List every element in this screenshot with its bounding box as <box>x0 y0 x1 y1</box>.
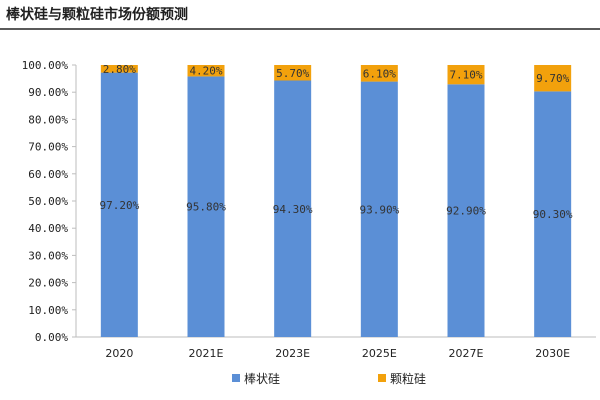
y-tick-label: 0.00% <box>35 331 68 344</box>
bar-segment-granular-silicon <box>187 65 225 77</box>
bar-segment-granular-silicon <box>100 65 138 73</box>
bar-segment-granular-silicon <box>360 65 398 82</box>
y-tick-label: 70.00% <box>28 141 68 154</box>
data-label: 9.70% <box>536 72 569 85</box>
data-label: 92.90% <box>446 205 486 218</box>
bar-segment-granular-silicon <box>274 65 312 81</box>
legend-swatch <box>232 374 240 382</box>
data-label: 93.90% <box>359 203 399 216</box>
y-tick-label: 90.00% <box>28 86 68 99</box>
legend: 棒状硅 颗粒硅 <box>232 371 426 386</box>
axis-layer: 0.00% 10.00% 20.00% 30.00% 40.00% 50.00% 60.00… <box>22 59 596 360</box>
x-tick-label: 2025E <box>362 347 397 360</box>
data-label: 7.10% <box>449 69 482 82</box>
y-tick-label: 20.00% <box>28 277 68 290</box>
x-tick-label: 2020 <box>105 347 133 360</box>
y-tick-label: 50.00% <box>28 195 68 208</box>
bar-segment-rod-silicon <box>100 72 138 337</box>
title-divider <box>0 28 600 30</box>
x-tick-label: 2021E <box>189 347 224 360</box>
data-label: 6.10% <box>363 67 396 80</box>
data-label: 4.20% <box>189 65 222 78</box>
chart-title: 棒状硅与颗粒硅市场份额预测 <box>6 7 188 23</box>
legend-label: 颗粒硅 <box>390 371 426 386</box>
data-label: 97.20% <box>99 199 139 212</box>
data-labels-layer: 97.20% 2.80% 95.80% 4.20% 94.30% 5.70% 93.90% 6… <box>99 63 572 221</box>
y-tick-label: 10.00% <box>28 304 68 317</box>
bar-segment-rod-silicon <box>534 91 572 337</box>
x-tick-label: 2027E <box>449 347 484 360</box>
data-label: 5.70% <box>276 67 309 80</box>
bar-segment-rod-silicon <box>187 76 225 337</box>
data-label: 94.30% <box>273 203 313 216</box>
data-label: 90.30% <box>533 208 573 221</box>
legend-swatch <box>378 374 386 382</box>
y-tick-label: 80.00% <box>28 113 68 126</box>
x-tick-label: 2030E <box>535 347 570 360</box>
data-label: 2.80% <box>103 63 136 76</box>
bar-segment-granular-silicon <box>534 65 572 92</box>
y-tick-label: 40.00% <box>28 222 68 235</box>
bars-layer <box>100 65 572 337</box>
y-tick-label: 100.00% <box>22 59 69 72</box>
y-tick-label: 30.00% <box>28 249 68 262</box>
bar-segment-rod-silicon <box>274 80 312 337</box>
data-label: 95.80% <box>186 201 226 214</box>
y-tick-label: 60.00% <box>28 168 68 181</box>
bar-segment-rod-silicon <box>360 81 398 337</box>
x-tick-label: 2023E <box>275 347 310 360</box>
bar-segment-granular-silicon <box>447 65 485 85</box>
bar-segment-rod-silicon <box>447 84 485 337</box>
legend-label: 棒状硅 <box>244 372 280 386</box>
